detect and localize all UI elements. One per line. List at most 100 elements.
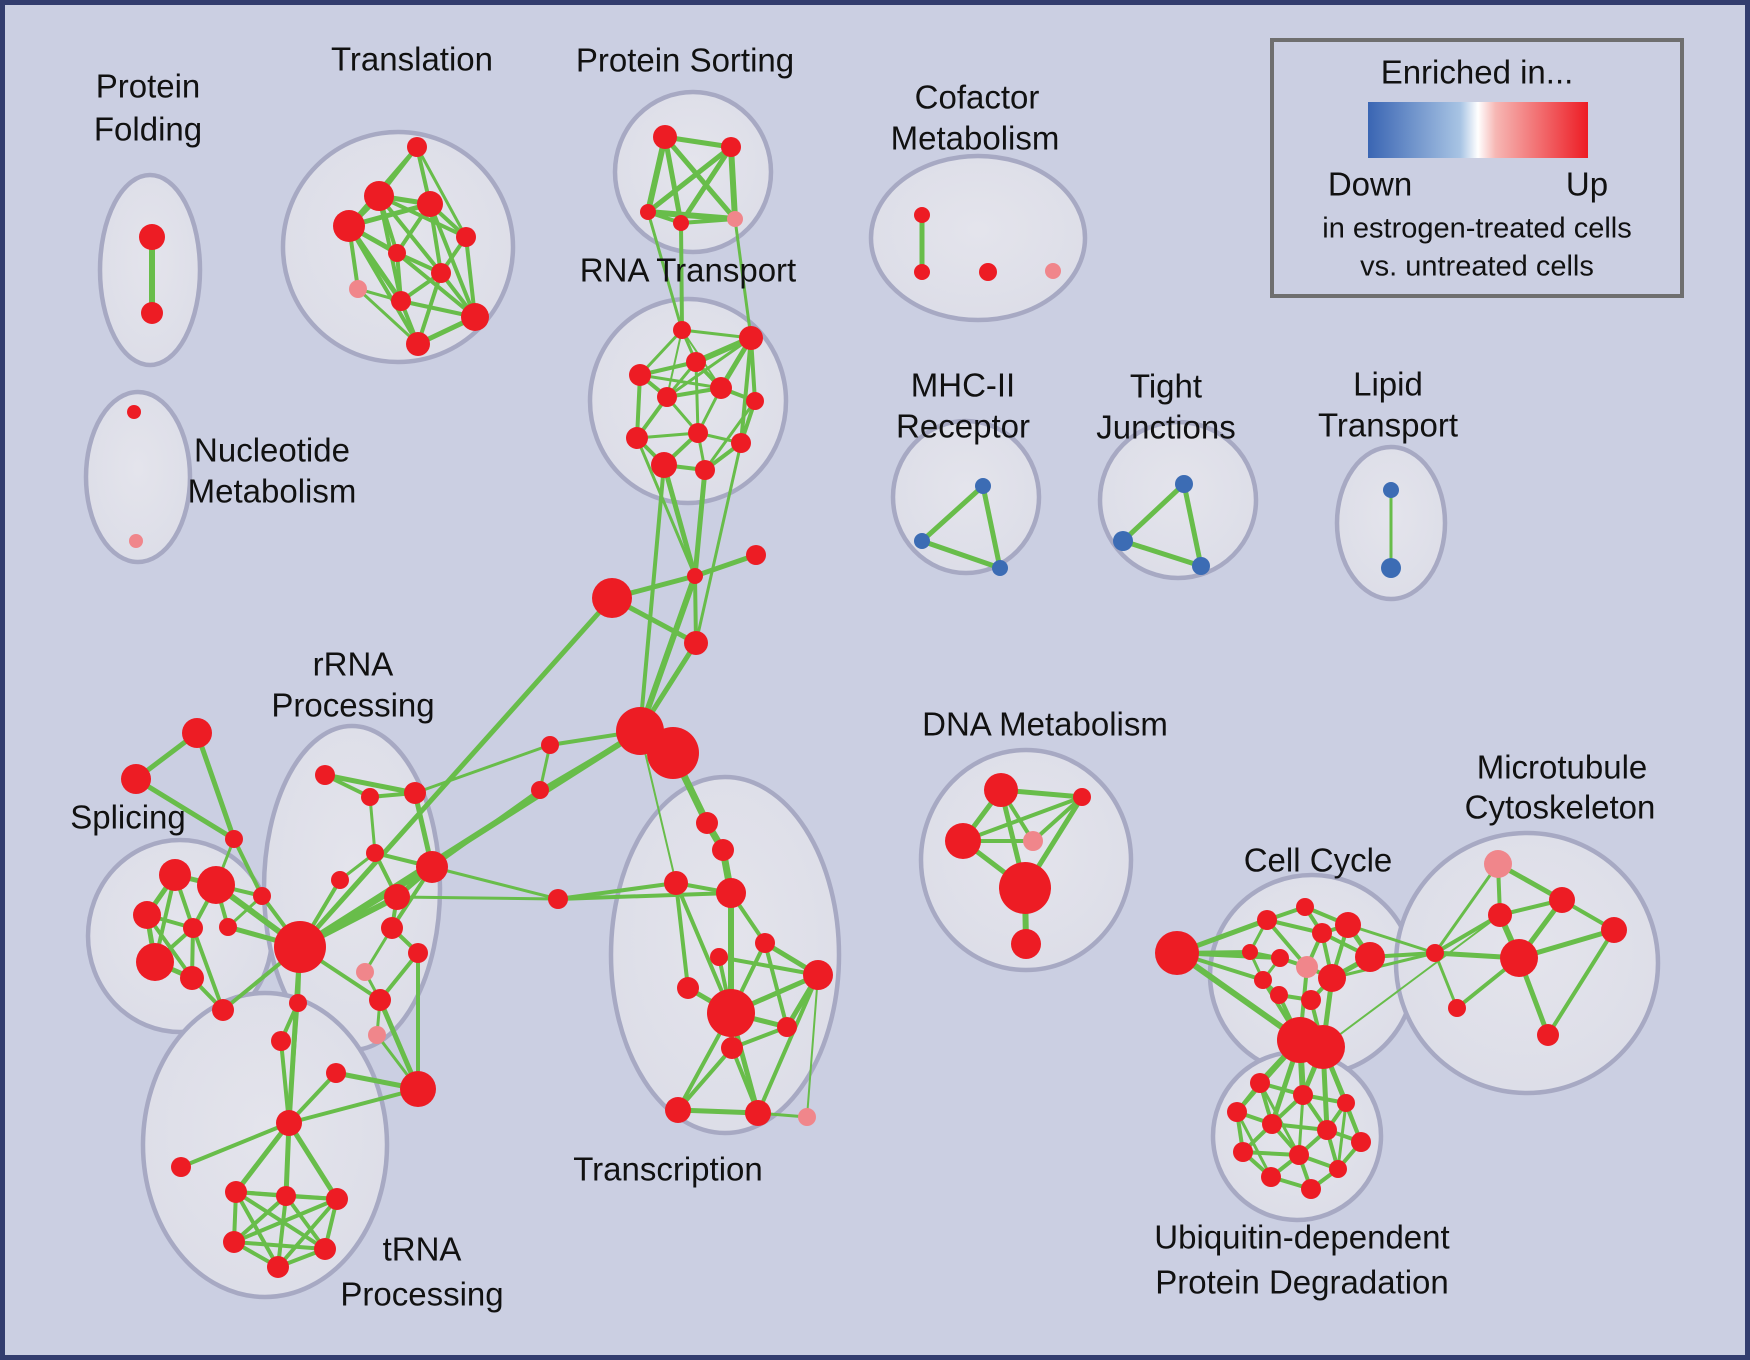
network-node-cc1: [1296, 898, 1314, 916]
network-node-ub7: [1351, 1132, 1371, 1152]
network-edge: [430, 865, 560, 901]
network-node-r4: [366, 844, 384, 862]
network-node-mh2: [914, 533, 930, 549]
cluster-label-trna-processing: Processing: [340, 1276, 503, 1313]
network-edge: [430, 788, 542, 869]
network-edge: [194, 730, 237, 842]
network-node-a1: [182, 718, 212, 748]
network-edge: [637, 573, 698, 734]
cluster-label-protein-sorting: Protein Sorting: [576, 42, 794, 79]
legend-up-label: Up: [1566, 166, 1608, 203]
network-node-rp1: [356, 963, 374, 981]
cluster-label-splicing: Splicing: [70, 799, 186, 836]
network-node-mh1: [975, 478, 991, 494]
cluster-label-rrna-processing: Processing: [271, 687, 434, 724]
network-edge: [233, 1120, 292, 1195]
network-edge: [191, 926, 225, 1012]
network-node-r10: [369, 989, 391, 1011]
network-node-h2: [647, 727, 699, 779]
network-node-rt8: [688, 423, 708, 443]
network-edge: [286, 944, 303, 1126]
network-node-ub3: [1337, 1094, 1355, 1112]
network-edge: [692, 467, 708, 579]
network-edge: [232, 1194, 288, 1244]
cluster-label-transcription: Transcription: [573, 1151, 763, 1188]
network-edge: [661, 462, 698, 579]
network-edge: [638, 463, 666, 733]
network-edge: [1297, 1093, 1305, 1157]
network-node-tr2: [712, 839, 734, 861]
cluster-label-rna-transport: RNA Transport: [580, 252, 796, 289]
network-node-r2: [361, 788, 379, 806]
network-node-t9: [391, 291, 411, 311]
network-node-s7: [136, 943, 174, 981]
network-node-t5: [456, 227, 476, 247]
network-edge: [646, 210, 684, 332]
network-node-d4: [1023, 831, 1043, 851]
network-node-pf1: [139, 224, 165, 250]
network-edge: [133, 776, 237, 842]
network-edge: [1181, 481, 1204, 569]
network-node-t2: [364, 181, 394, 211]
network-edge: [179, 1121, 291, 1169]
network-node-tr3: [664, 871, 688, 895]
cluster-label-nucleotide-metabolism: Nucleotide: [194, 432, 350, 469]
network-node-r3: [404, 782, 426, 804]
network-edge: [1433, 862, 1500, 955]
network-node-tr8: [803, 960, 833, 990]
network-edge: [739, 336, 753, 445]
network-edge: [728, 144, 738, 222]
network-node-r11: [400, 1071, 436, 1107]
legend-gradient-bar: [1368, 102, 1588, 158]
network-node-r13: [289, 994, 307, 1012]
network-node-pf2: [141, 302, 163, 324]
network-node-cf3: [979, 263, 997, 281]
network-node-a3: [225, 830, 243, 848]
network-edge: [639, 730, 677, 884]
network-node-tr4: [716, 878, 746, 908]
network-edge: [717, 955, 820, 977]
network-edge: [232, 1197, 339, 1244]
network-node-tr10: [777, 1017, 797, 1037]
network-node-mt3: [1488, 903, 1512, 927]
network-node-cc4: [1312, 923, 1332, 943]
network-node-tj3: [1192, 557, 1210, 575]
network-node-c2: [746, 545, 766, 565]
network-edge: [679, 217, 737, 225]
network-node-s3: [133, 901, 161, 929]
network-edge: [675, 1107, 761, 1116]
cluster-ellipse-tight-junctions: [1097, 419, 1259, 581]
network-edge: [733, 217, 753, 340]
network-edge: [1235, 1110, 1273, 1179]
network-node-s9: [212, 999, 234, 1021]
network-node-u2: [171, 1157, 191, 1177]
network-edge: [415, 145, 468, 239]
cluster-label-mhc-ii-receptor: Receptor: [896, 408, 1030, 445]
network-edge: [1346, 923, 1437, 955]
network-node-mt8: [1448, 999, 1466, 1017]
network-edge: [234, 1190, 280, 1269]
network-edge: [645, 144, 734, 215]
network-node-tr1: [696, 812, 718, 834]
network-node-cf1: [914, 207, 930, 223]
network-node-s5: [219, 918, 237, 936]
network-node-ps4: [673, 215, 689, 231]
network-edge: [665, 336, 753, 399]
network-node-nm2: [129, 534, 143, 548]
cluster-label-cofactor-metabolism: Metabolism: [891, 120, 1060, 157]
network-node-t10: [461, 303, 489, 331]
network-node-cc13: [1301, 990, 1321, 1010]
network-node-d2: [1073, 788, 1091, 806]
network-edge: [692, 552, 759, 579]
network-node-tr12: [665, 1097, 691, 1123]
network-edge: [919, 483, 986, 544]
network-node-ub6: [1317, 1120, 1337, 1140]
network-node-m1: [541, 736, 559, 754]
network-node-t8: [349, 280, 367, 298]
network-node-tr13: [745, 1100, 771, 1126]
network-edge: [347, 224, 420, 346]
cluster-label-microtubule-cytoskeleton: Cytoskeleton: [1465, 789, 1656, 826]
network-node-u4: [276, 1186, 296, 1206]
network-node-r1: [315, 765, 335, 785]
